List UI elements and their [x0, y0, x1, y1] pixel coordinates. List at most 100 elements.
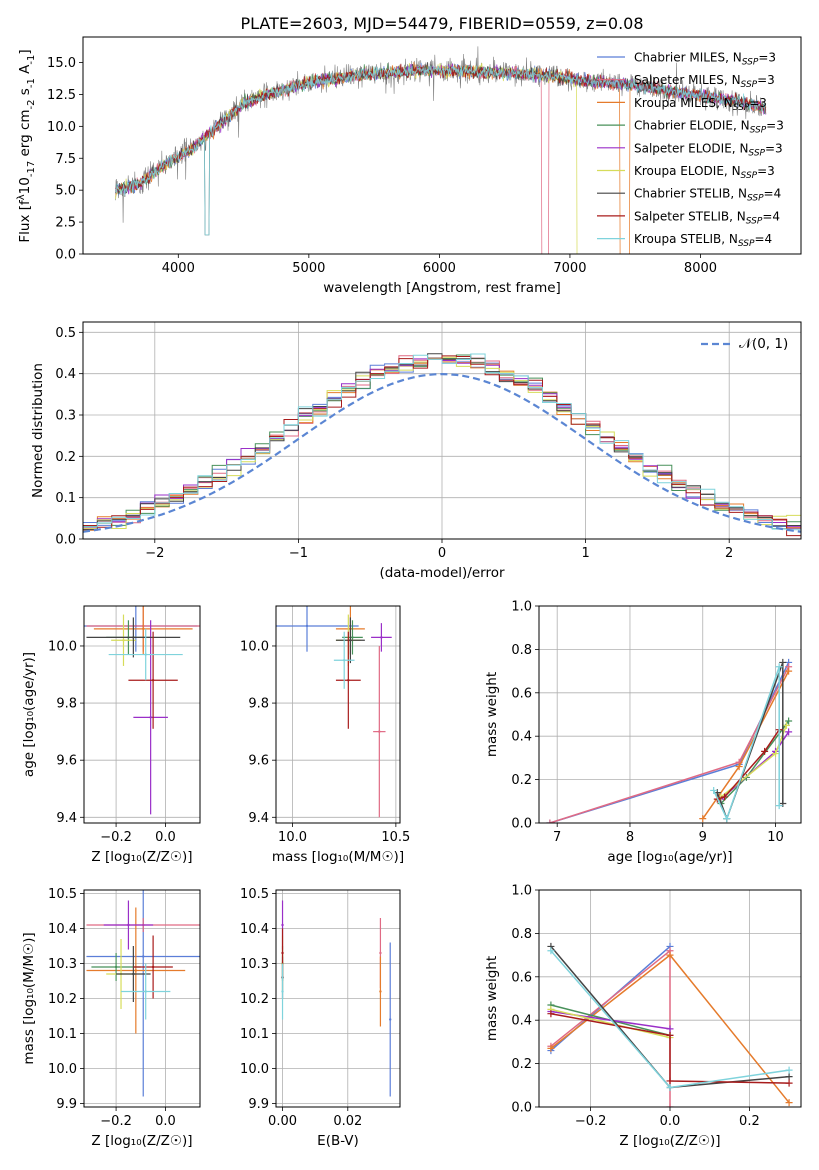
kroupa-elodie-legend-label: Kroupa ELODIE, NSSP=3: [634, 164, 775, 181]
chabrier-miles-legend-label: Chabrier MILES, NSSP=3: [634, 51, 776, 68]
legend-separator: ,: [733, 119, 741, 133]
legend-separator: ,: [716, 96, 724, 110]
kroupa-stelib-point: [281, 990, 284, 993]
salpeter-miles-mass-weight-line: [550, 949, 671, 1107]
x-axis-label: wavelength [Angstrom, rest frame]: [323, 280, 561, 296]
y-tick-label: 10.3: [48, 957, 77, 972]
x-tick-label: 9: [699, 830, 707, 845]
y-tick-label: 9.6: [248, 754, 269, 769]
y-tick-label: 0.4: [55, 367, 76, 382]
y-tick-label: 0.8: [511, 643, 532, 658]
axes-frame: [83, 605, 201, 824]
legend-subscript: SSP: [741, 171, 758, 181]
y-tick-label: 10.5: [240, 887, 269, 902]
y-tick-label: 2.5: [55, 216, 76, 231]
x-axis-label: Z [log₁₀(Z/Z☉)]: [91, 849, 192, 865]
y-tick-label: 0.1: [55, 491, 76, 506]
legend-model-name: Kroupa MILES: [634, 96, 716, 110]
legend-equals: =: [758, 51, 768, 65]
legend-equals: =: [757, 73, 767, 87]
legend-equals: =: [766, 119, 776, 133]
kroupa-miles-marker: [699, 815, 707, 823]
legend-n-symbol: N: [738, 187, 747, 201]
y-tick-label: 12.5: [47, 88, 76, 103]
y-tick-label: 10.2: [240, 992, 269, 1007]
y-tick-label: 1.0: [511, 884, 532, 899]
kroupa-miles-point: [134, 969, 138, 972]
legend-n-symbol: N: [724, 96, 733, 110]
kroupa-stelib-marker: [785, 1066, 793, 1074]
legend-separator: ,: [721, 232, 729, 246]
kroupa-stelib-point: [343, 659, 346, 662]
plot-area: [115, 46, 767, 254]
y-tick-label: 0.2: [511, 773, 532, 788]
chabrier-stelib-mass-weight-line: [716, 662, 784, 821]
plot-area: [84, 606, 200, 815]
legend-n-symbol: N: [733, 51, 742, 65]
legend-n-symbol: N: [732, 164, 741, 178]
x-tick-label: 8000: [684, 261, 717, 276]
plot-area: [546, 658, 793, 823]
legend-n-value: 3: [768, 51, 776, 65]
y-tick-label: 0.0: [511, 817, 532, 832]
y-tick-label: 0.0: [55, 248, 76, 263]
y-tick-label: 0.0: [511, 1101, 532, 1116]
legend-n-symbol: N: [732, 73, 741, 87]
normal-legend-label: 𝒩(0, 1): [739, 336, 788, 352]
salpeter-elodie-legend-label: Salpeter ELODIE, NSSP=3: [634, 141, 783, 158]
y-tick-label: 10.4: [48, 922, 77, 937]
x-tick-label: −2: [145, 546, 164, 561]
legend-separator: ,: [730, 187, 738, 201]
x-axis-label: mass [log₁₀(M/M☉)]: [272, 849, 404, 865]
salpeter-stelib-mass-weight-line: [550, 1012, 790, 1084]
salpeter-elodie-marker: [785, 728, 793, 736]
page-title: PLATE=2603, MJD=54479, FIBERID=0559, z=0…: [240, 14, 643, 33]
legend-n-symbol: N: [741, 119, 750, 133]
y-axis-label-part: s: [17, 88, 33, 99]
chabrier-stelib-point: [132, 972, 135, 976]
legend-model-name: Chabrier STELIB: [634, 187, 730, 201]
y-axis-label-part: λ: [16, 194, 27, 200]
legend-equals: =: [754, 232, 764, 246]
chabrier-stelib-point: [349, 639, 352, 642]
y-tick-label: 10.2: [48, 992, 77, 1007]
x-tick-label: 7: [553, 830, 561, 845]
legend-subscript: SSP: [742, 58, 759, 68]
y-tick-label: 10.0: [48, 639, 77, 654]
legend-n-value: 3: [759, 96, 767, 110]
kroupa-stelib-marker: [775, 802, 783, 810]
y-tick-label: 9.6: [56, 754, 77, 769]
y-axis-label-part: A: [17, 64, 33, 78]
chabrier-stelib-point: [132, 636, 135, 639]
kroupa-elodie-marker: [782, 721, 790, 729]
salpeter-miles-legend-label: Salpeter MILES, NSSP=3: [634, 73, 775, 90]
chabrier-stelib-marker: [779, 799, 787, 807]
mass-weight-vs-age-panel: 7 8 9 10 0.0 0.2 0.4 0.6 0.8 1.0 age [log₁₀(age/yr…: [484, 600, 802, 865]
y-axis-label: Flux [fλ10-17 erg cm-2 s-1 A-1]: [16, 49, 37, 242]
legend-subscript: SSP: [746, 216, 763, 226]
x-tick-label: 5000: [292, 261, 325, 276]
legend-subscript: SSP: [747, 194, 764, 204]
legend-n-symbol: N: [737, 209, 746, 223]
x-tick-label: 10.5: [381, 830, 410, 845]
x-tick-label: 8: [626, 830, 634, 845]
chabrier-miles-point: [389, 1018, 392, 1021]
salpeter-elodie-point: [281, 923, 284, 927]
chabrier-elodie-point: [114, 965, 118, 969]
age-vs-mass-panel: 10.0 10.5 9.4 9.6 9.8 10.0 mass [log₁₀(M/M☉)]: [240, 605, 410, 865]
legend-model-name: Salpeter MILES: [634, 73, 724, 87]
legend-n-value: 4: [765, 232, 773, 246]
legend-model-name: Kroupa ELODIE: [634, 164, 724, 178]
salpeter-stelib-marker: [761, 747, 769, 755]
chabrier-elodie-marker: [785, 717, 793, 725]
kroupa-elodie-mass-weight-line: [550, 1008, 671, 1039]
chabrier-stelib-legend-label: Chabrier STELIB, NSSP=4: [634, 187, 781, 204]
legend-subscript: SSP: [733, 103, 750, 113]
axes-frame: [275, 605, 401, 824]
axes-frame: [538, 889, 802, 1108]
axes-frame: [83, 889, 201, 1108]
legend-subscript: SSP: [748, 148, 765, 158]
salpeter-elodie-point: [149, 716, 152, 719]
y-tick-label: 9.8: [56, 697, 77, 712]
